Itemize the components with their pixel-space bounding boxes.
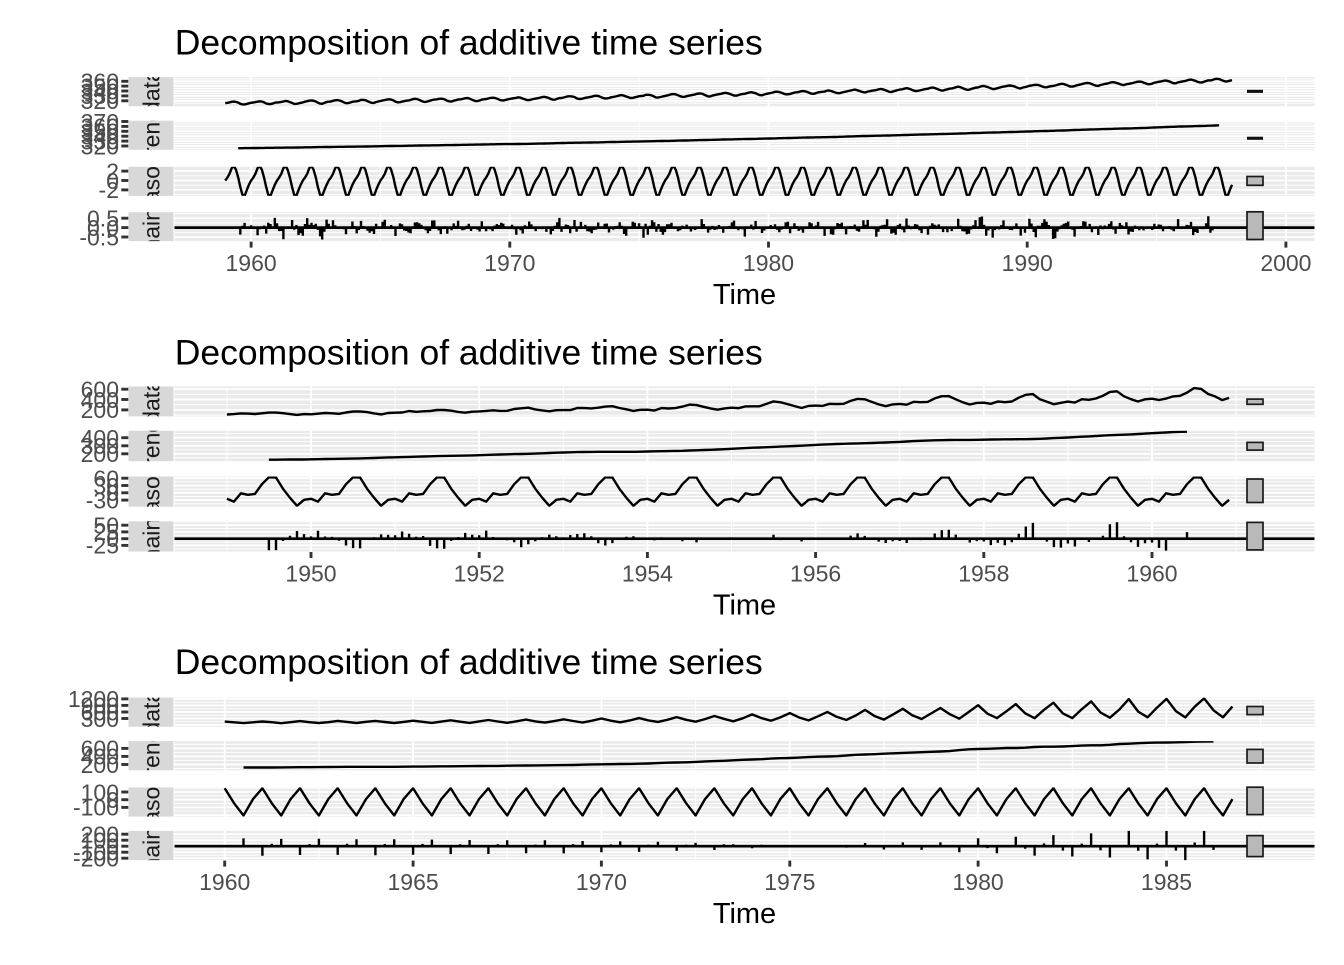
svg-text:300: 300: [81, 706, 119, 732]
svg-text:340: 340: [81, 78, 119, 104]
svg-text:Decomposition of additive time: Decomposition of additive time series: [175, 642, 763, 682]
svg-text:data: data: [139, 379, 165, 424]
svg-text:1990: 1990: [1002, 250, 1053, 276]
svg-text:1975: 1975: [764, 869, 815, 895]
svg-text:30: 30: [93, 473, 119, 499]
svg-text:1960: 1960: [199, 869, 250, 895]
svg-text:remainder: remainder: [139, 793, 165, 897]
svg-text:400: 400: [81, 744, 119, 770]
svg-text:1956: 1956: [790, 561, 841, 587]
svg-text:340: 340: [81, 124, 119, 150]
svg-text:-25: -25: [86, 533, 119, 559]
svg-text:seasonal: seasonal: [139, 756, 165, 848]
svg-text:25: 25: [93, 519, 119, 545]
svg-text:1980: 1980: [743, 250, 794, 276]
svg-text:360: 360: [81, 69, 119, 95]
svg-text:seasonal: seasonal: [139, 446, 165, 538]
svg-text:60: 60: [93, 466, 119, 492]
svg-text:0.5: 0.5: [87, 206, 119, 232]
svg-text:data: data: [139, 690, 165, 735]
svg-text:400: 400: [81, 387, 119, 413]
svg-text:-200: -200: [73, 846, 119, 872]
svg-text:data: data: [139, 69, 165, 114]
svg-text:200: 200: [81, 397, 119, 423]
svg-text:2: 2: [106, 158, 119, 184]
svg-text:0: 0: [106, 787, 119, 813]
svg-text:1980: 1980: [953, 869, 1004, 895]
svg-text:330: 330: [81, 83, 119, 109]
svg-text:1960: 1960: [226, 250, 277, 276]
svg-text:0.0: 0.0: [87, 215, 119, 241]
svg-text:1970: 1970: [484, 250, 535, 276]
svg-text:-30: -30: [86, 487, 119, 513]
svg-text:-100: -100: [73, 795, 119, 821]
svg-text:Time: Time: [713, 898, 776, 930]
svg-text:2000: 2000: [1260, 250, 1311, 276]
svg-text:50: 50: [93, 513, 119, 539]
svg-text:1200: 1200: [68, 686, 119, 712]
svg-text:1950: 1950: [285, 561, 336, 587]
svg-text:200: 200: [81, 752, 119, 778]
svg-text:370: 370: [81, 109, 119, 135]
svg-text:trend: trend: [139, 420, 165, 472]
svg-text:-100: -100: [73, 840, 119, 866]
svg-text:Time: Time: [713, 279, 776, 311]
svg-text:seasonal: seasonal: [139, 135, 165, 227]
svg-text:350: 350: [81, 119, 119, 145]
svg-text:1985: 1985: [1141, 869, 1192, 895]
svg-text:400: 400: [81, 425, 119, 451]
svg-text:200: 200: [81, 441, 119, 467]
svg-text:Time: Time: [713, 590, 776, 622]
svg-text:1954: 1954: [622, 561, 673, 587]
svg-text:0: 0: [106, 168, 119, 194]
svg-text:600: 600: [81, 736, 119, 762]
svg-text:1960: 1960: [1126, 561, 1177, 587]
svg-text:320: 320: [81, 133, 119, 159]
svg-text:360: 360: [81, 114, 119, 140]
svg-text:-0.5: -0.5: [79, 224, 119, 250]
svg-text:200: 200: [81, 822, 119, 848]
svg-text:100: 100: [81, 828, 119, 854]
svg-text:1970: 1970: [576, 869, 627, 895]
svg-text:Decomposition of additive time: Decomposition of additive time series: [175, 23, 763, 63]
svg-text:0: 0: [106, 526, 119, 552]
svg-text:600: 600: [81, 699, 119, 725]
svg-text:600: 600: [81, 377, 119, 403]
svg-text:remainder: remainder: [139, 174, 165, 278]
svg-text:0: 0: [106, 834, 119, 860]
svg-text:remainder: remainder: [139, 484, 165, 588]
svg-text:900: 900: [81, 693, 119, 719]
svg-text:320: 320: [81, 88, 119, 114]
svg-text:330: 330: [81, 128, 119, 154]
svg-text:350: 350: [81, 73, 119, 99]
svg-text:-2: -2: [99, 177, 119, 203]
svg-text:300: 300: [81, 433, 119, 459]
svg-text:1965: 1965: [388, 869, 439, 895]
svg-text:1958: 1958: [958, 561, 1009, 587]
svg-text:trend: trend: [139, 109, 165, 161]
svg-text:0: 0: [106, 480, 119, 506]
svg-text:Decomposition of additive time: Decomposition of additive time series: [175, 333, 763, 373]
svg-text:trend: trend: [139, 729, 165, 781]
svg-text:1952: 1952: [454, 561, 505, 587]
svg-text:100: 100: [81, 779, 119, 805]
